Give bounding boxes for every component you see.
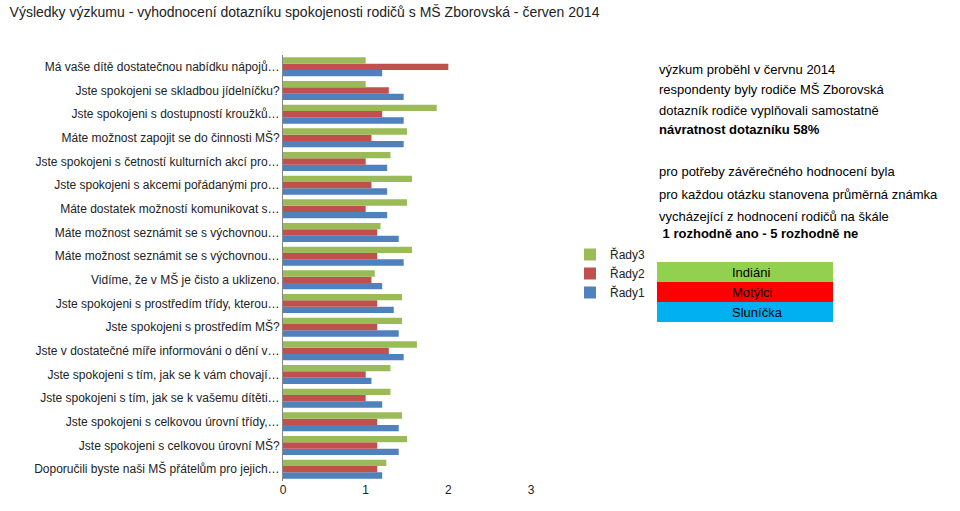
svg-text:Má vaše dítě dostatečnou nabíd: Má vaše dítě dostatečnou nabídku nápojů…	[45, 60, 280, 74]
svg-text:Máte možnost seznámit se s výc: Máte možnost seznámit se s výchovnou…	[55, 249, 280, 263]
svg-text:Máte možnost zapojit se do čin: Máte možnost zapojit se do činnosti MŠ?	[61, 130, 279, 145]
svg-text:Indiáni: Indiáni	[732, 265, 770, 280]
svg-text:Výsledky výzkumu - vyhodnocení: Výsledky výzkumu - vyhodnocení dotazníku…	[10, 4, 600, 20]
svg-text:Jste spokojeni se skladbou jíd: Jste spokojeni se skladbou jídelníčku?	[75, 84, 279, 98]
svg-text:respondenty byly rodiče MŠ Zbo: respondenty byly rodiče MŠ Zborovská	[659, 82, 884, 97]
svg-text:Jste spokojeni s četností kult: Jste spokojeni s četností kulturních akc…	[35, 155, 279, 169]
svg-text:výzkum proběhl v červnu 2014: výzkum proběhl v červnu 2014	[659, 62, 835, 77]
svg-text:Máte možnost seznámit se s výc: Máte možnost seznámit se s výchovnou…	[55, 226, 280, 240]
svg-text:2: 2	[445, 483, 452, 497]
svg-text:Jste spokojeni s celkovou úrov: Jste spokojeni s celkovou úrovní třídy,…	[66, 415, 280, 429]
svg-text:Jste spokojeni s prostředím MŠ: Jste spokojeni s prostředím MŠ?	[106, 319, 280, 334]
svg-text:Jste spokojeni s akcemi pořáda: Jste spokojeni s akcemi pořádanými pro…	[54, 178, 279, 192]
svg-text:dotazník rodiče vyplňovali sam: dotazník rodiče vyplňovali samostatně	[659, 103, 879, 118]
svg-text:Sluníčka: Sluníčka	[732, 305, 783, 320]
svg-text:0: 0	[280, 483, 287, 497]
svg-text:vycházející z hodnocení rodičů: vycházející z hodnocení rodičů na škále	[659, 209, 889, 224]
svg-text:Jste spokojeni s dostupností k: Jste spokojeni s dostupností kroužků…	[71, 107, 279, 121]
svg-text:pro každou otázku stanovena pr: pro každou otázku stanovena průměrná zná…	[659, 187, 938, 202]
svg-text:3: 3	[528, 483, 535, 497]
svg-text:Vidíme, že v MŠ je čisto a ukl: Vidíme, že v MŠ je čisto a uklizeno.	[91, 272, 280, 287]
svg-text:Jste v dostatečné míře informo: Jste v dostatečné míře informováni o děn…	[35, 344, 279, 358]
svg-text:Jste spokojeni s prostředím tř: Jste spokojeni s prostředím třídy, ktero…	[56, 297, 280, 311]
svg-text:Jste spokojeni s tím, jak se k: Jste spokojeni s tím, jak se k vašemu dí…	[40, 391, 279, 405]
svg-text:1 rozhodně ano - 5 rozhodně ne: 1 rozhodně ano - 5 rozhodně ne	[659, 226, 858, 241]
svg-text:Jste spokojeni s celkovou úrov: Jste spokojeni s celkovou úrovní MŠ?	[79, 438, 280, 453]
svg-text:1: 1	[362, 483, 369, 497]
svg-text:Motýlci: Motýlci	[732, 285, 773, 300]
svg-text:Řady2: Řady2	[610, 266, 645, 281]
svg-text:pro potřeby závěrečného hodnoc: pro potřeby závěrečného hodnocení byla	[659, 164, 895, 179]
svg-text:Řady1: Řady1	[610, 285, 645, 300]
svg-text:Řady3: Řady3	[610, 247, 645, 262]
svg-text:Jste spokojeni s tím, jak se k: Jste spokojeni s tím, jak se k vám chova…	[48, 368, 280, 382]
svg-text:Máte dostatek možností komunik: Máte dostatek možností komunikovat s…	[60, 202, 279, 216]
svg-text:návratnost dotazníku 58%: návratnost dotazníku 58%	[659, 122, 820, 137]
svg-text:Doporučili byste naši MŠ přáte: Doporučili byste naši MŠ přátelům pro je…	[34, 461, 279, 476]
